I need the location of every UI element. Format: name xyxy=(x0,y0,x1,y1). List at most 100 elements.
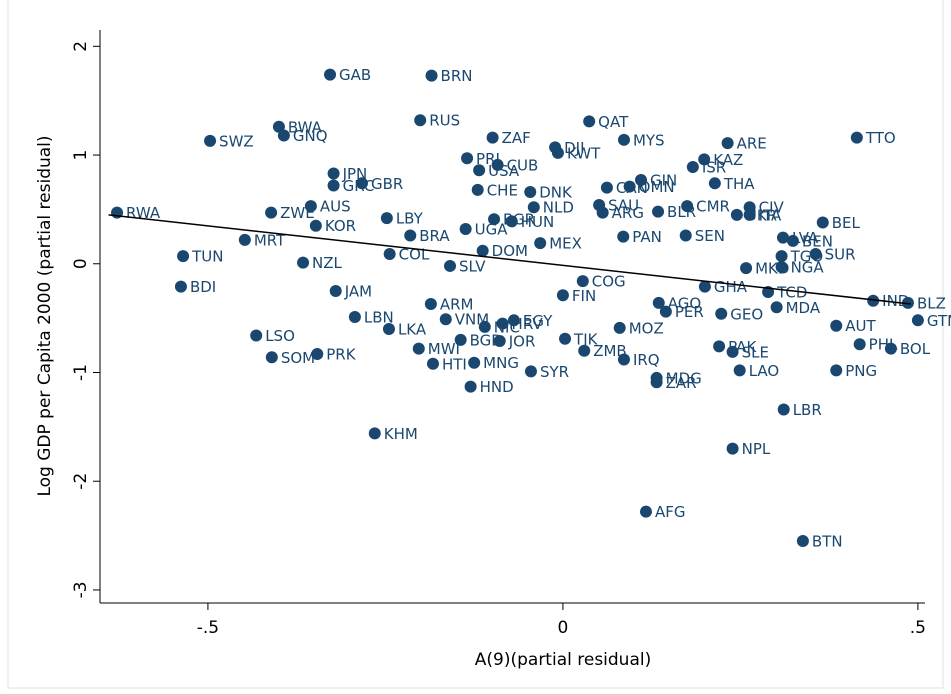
point xyxy=(796,535,809,548)
point xyxy=(635,174,648,187)
point-label: SOM xyxy=(281,349,315,367)
point xyxy=(770,301,783,314)
point xyxy=(412,342,425,355)
point-label: DNK xyxy=(539,184,573,202)
point-label: NZL xyxy=(312,254,342,272)
point xyxy=(583,115,596,128)
point-label: LKA xyxy=(398,321,427,339)
point-label: SEN xyxy=(695,227,725,245)
point-label: BRN xyxy=(441,67,473,85)
point xyxy=(777,231,790,244)
point-label: TTO xyxy=(865,129,896,147)
point-label: HTI xyxy=(442,355,467,373)
point xyxy=(476,244,489,257)
point xyxy=(461,152,474,165)
point xyxy=(775,261,788,274)
point xyxy=(901,296,914,309)
point xyxy=(617,230,630,243)
x-tick-label: 0 xyxy=(557,618,568,638)
point-label: LBR xyxy=(793,401,822,419)
point xyxy=(496,317,509,330)
point xyxy=(726,345,739,358)
point-label: ARG xyxy=(612,204,644,222)
point-label: SYR xyxy=(540,363,569,381)
point xyxy=(297,256,310,269)
point xyxy=(493,334,506,347)
point-label: EGY xyxy=(523,312,553,330)
x-tick-label: -.5 xyxy=(197,618,219,638)
point xyxy=(698,153,711,166)
point-label: LVA xyxy=(792,229,819,247)
point xyxy=(404,229,417,242)
point-label: MEX xyxy=(549,235,582,253)
point xyxy=(439,313,452,326)
point xyxy=(486,131,499,144)
point-label: GRC xyxy=(343,177,375,195)
point-label: PER xyxy=(675,303,704,321)
point-label: SUR xyxy=(825,245,856,263)
point-label: KWT xyxy=(567,144,601,162)
point-label: HUN xyxy=(521,213,554,231)
point xyxy=(382,323,395,336)
point xyxy=(830,364,843,377)
point xyxy=(491,158,504,171)
point xyxy=(639,505,652,518)
point-label: MYS xyxy=(633,131,665,149)
point-label: GBR xyxy=(371,175,403,193)
point xyxy=(884,342,897,355)
point xyxy=(715,307,728,320)
point xyxy=(713,340,726,353)
point-label: OMN xyxy=(639,178,675,196)
point xyxy=(740,262,753,275)
point xyxy=(698,280,711,293)
point-label: BEL xyxy=(832,214,861,232)
point xyxy=(559,332,572,345)
point xyxy=(867,294,880,307)
y-tick-label: -3 xyxy=(71,581,91,598)
point-label: LBN xyxy=(364,309,394,327)
point xyxy=(414,114,427,127)
point xyxy=(327,179,340,192)
point-label: SLE xyxy=(742,343,769,361)
point-label: DJI xyxy=(564,139,584,157)
point xyxy=(380,212,393,225)
x-axis-title: A(9)(partial residual) xyxy=(475,650,651,670)
point-label: BDI xyxy=(190,278,216,296)
point xyxy=(816,216,829,229)
point xyxy=(600,181,613,194)
point-label: BOL xyxy=(900,340,931,358)
point xyxy=(177,250,190,263)
point-label: MNG xyxy=(483,354,519,372)
point xyxy=(348,311,361,324)
point-label: TCD xyxy=(776,284,807,302)
point xyxy=(708,177,721,190)
point xyxy=(527,201,540,214)
point xyxy=(524,365,537,378)
point-label: TJK xyxy=(573,330,599,348)
point-label: GIN xyxy=(650,172,677,190)
point xyxy=(786,234,799,247)
point-label: QAT xyxy=(598,113,629,131)
point xyxy=(775,250,788,263)
point xyxy=(424,297,437,310)
point xyxy=(617,353,630,366)
point xyxy=(473,164,486,177)
point-label: ITA xyxy=(759,206,782,224)
point-label: UGA xyxy=(475,220,509,238)
point-label: IND xyxy=(882,292,909,310)
point-label: RUS xyxy=(429,112,460,130)
point-label: CIV xyxy=(759,199,785,217)
point xyxy=(652,296,665,309)
y-tick-label: -2 xyxy=(71,473,91,490)
point-label: PAN xyxy=(632,228,662,246)
point xyxy=(507,314,520,327)
point-label: KOR xyxy=(325,217,356,235)
point-label: NGA xyxy=(791,259,825,277)
point xyxy=(524,186,537,199)
point xyxy=(721,137,734,150)
point-label: DOM xyxy=(492,242,528,260)
point xyxy=(468,356,481,369)
point xyxy=(459,222,472,235)
point xyxy=(174,280,187,293)
point-label: COG xyxy=(592,273,626,291)
